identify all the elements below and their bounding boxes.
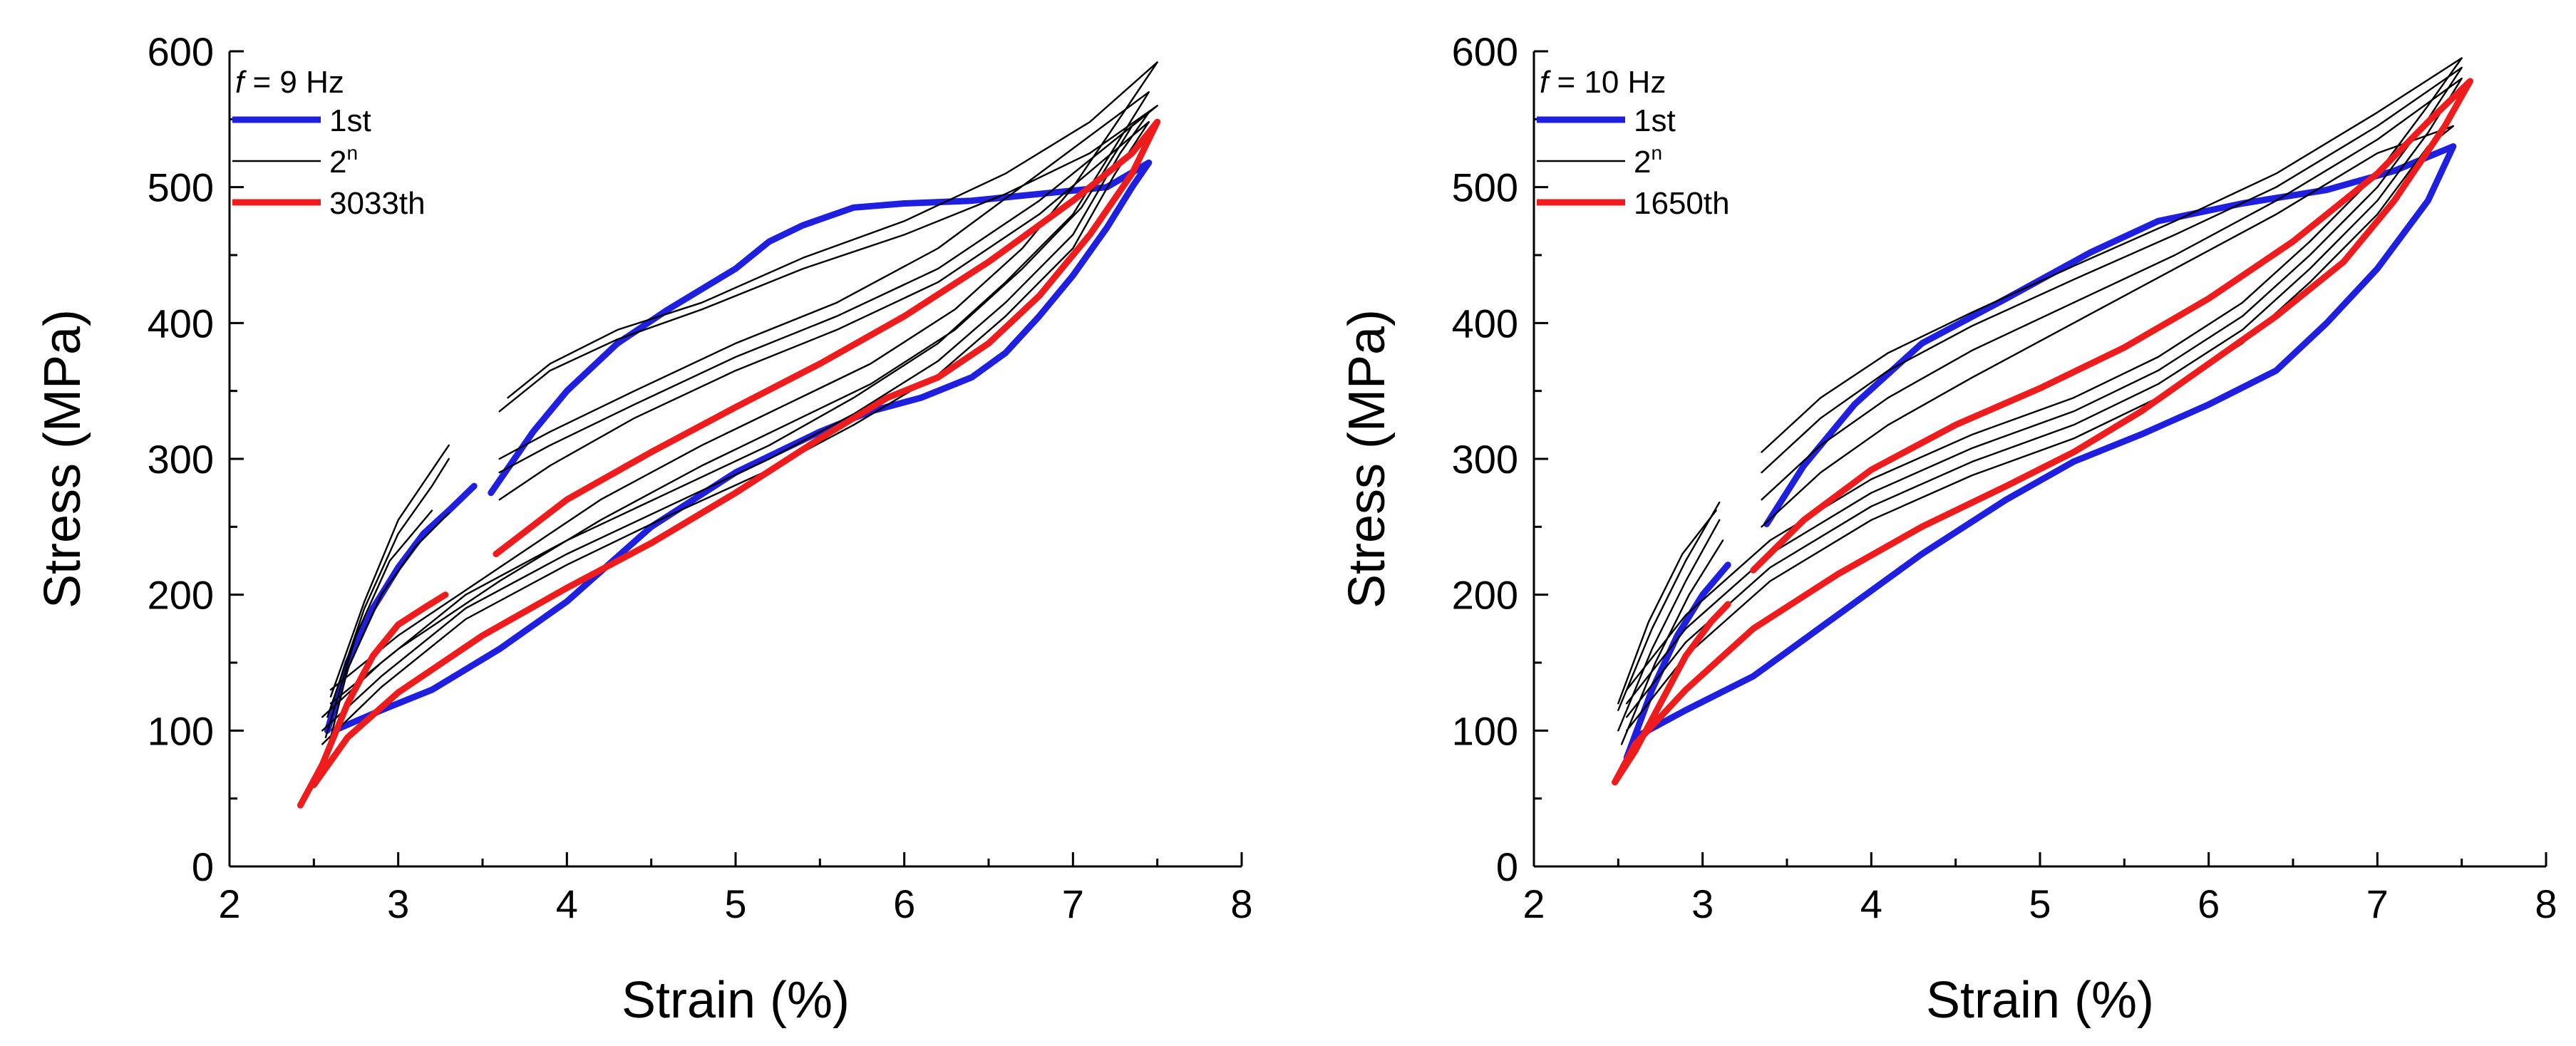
annotation-rest: = 9 Hz (244, 65, 344, 100)
frequency-annotation: f = 10 Hz (1540, 65, 1666, 100)
x-tick-label: 3 (1691, 881, 1714, 926)
legend-label: 1650th (1634, 186, 1730, 221)
y-tick-label: 100 (148, 708, 214, 753)
y-tick-label: 300 (148, 437, 214, 482)
series-line-2n-1 (1617, 501, 1721, 711)
series-line-1st-1 (1632, 143, 2457, 741)
y-tick-label: 600 (1452, 29, 1518, 74)
legend-label: 3033th (329, 186, 426, 221)
legend-label-sup: n (346, 142, 358, 164)
x-tick-label: 2 (1523, 881, 1545, 926)
y-tick-label: 0 (1496, 844, 1518, 889)
series-line-2n-7 (1625, 125, 2455, 732)
legend-label: 1st (329, 103, 371, 138)
x-tick-label: 6 (2198, 881, 2220, 926)
y-tick-label: 300 (1452, 437, 1518, 482)
y-tick-label: 500 (148, 165, 214, 210)
series-line-2n-0 (1617, 519, 1721, 732)
y-axis-title: Stress (MPa) (1339, 309, 1396, 609)
x-tick-label: 5 (2029, 881, 2051, 926)
series-2n (321, 61, 1158, 772)
legend-label-text: 1st (329, 103, 371, 138)
series-1st (1623, 143, 2457, 761)
legend-label-text: 1650th (1634, 186, 1730, 221)
y-axis-title: Stress (MPa) (34, 309, 91, 609)
series-line-2n-5 (329, 105, 1158, 705)
y-tick-label: 600 (148, 29, 214, 74)
x-tick-label: 3 (387, 881, 409, 926)
y-tick-label: 200 (148, 573, 214, 618)
series-3033th (297, 118, 1161, 809)
annotation-rest: = 10 Hz (1548, 65, 1666, 100)
series-line-2n-7 (321, 111, 1150, 732)
legend-label-text: 3033th (329, 186, 426, 221)
legend-label-sup: n (1651, 142, 1662, 164)
x-tick-label: 7 (2366, 881, 2389, 926)
series-line-2n-5 (1625, 66, 2463, 705)
series-line-1st-0 (1623, 561, 1731, 761)
chart-panel-right: 2 3 4 5 6 7 8 0 100 200 300 400 500 600 Strain (%) Stre… (1339, 29, 2557, 1029)
legend: 1st 2n 1650th (1537, 103, 1730, 221)
x-tick-label: 7 (1062, 881, 1084, 926)
series-1650th (1612, 78, 2473, 786)
series-2n (1617, 57, 2463, 745)
y-tick-label: 400 (148, 301, 214, 346)
series-line-2n-8 (321, 120, 1150, 745)
y-tick-label: 0 (192, 844, 214, 889)
legend-label: 2n (329, 142, 358, 180)
series-line-2n-6 (321, 90, 1150, 718)
chart-panel-left: 2 3 4 5 6 7 8 0 100 200 300 400 500 600 Strain (%) Stre… (34, 29, 1253, 1029)
series-line-2n-4 (1625, 57, 2463, 691)
legend-label-text: 1st (1634, 103, 1676, 138)
series-line-3033th-0 (297, 591, 449, 809)
x-tick-label: 8 (1230, 881, 1252, 926)
series-line-3033th-1 (310, 118, 1161, 789)
series-line-2n-0 (321, 512, 450, 772)
series-line-1st-1 (331, 159, 1153, 734)
legend-label-text: 2 (1634, 145, 1651, 180)
y-tick-label: 100 (1452, 708, 1518, 753)
series-line-1650th-1 (1612, 78, 2473, 786)
series-1st (324, 159, 1153, 734)
legend: 1st 2n 3033th (232, 103, 426, 221)
series-line-2n-4 (329, 61, 1158, 691)
series-line-2n-2 (329, 444, 450, 698)
legend-label: 2n (1634, 142, 1662, 180)
series-line-2n-1 (326, 457, 450, 718)
legend-label: 1st (1634, 103, 1676, 138)
legend-label-text: 2 (329, 145, 346, 180)
x-tick-label: 2 (218, 881, 240, 926)
series-line-2n-3 (1617, 509, 1717, 705)
x-tick-label: 8 (2535, 881, 2557, 926)
y-tick-label: 200 (1452, 573, 1518, 618)
x-axis-title: Strain (%) (1926, 972, 2154, 1029)
x-tick-label: 4 (1860, 881, 1882, 926)
series-line-2n-6 (1625, 77, 2463, 718)
series-line-2n-3 (324, 509, 433, 739)
y-tick-label: 400 (1452, 301, 1518, 346)
frequency-annotation: f = 9 Hz (235, 65, 344, 100)
x-tick-label: 4 (556, 881, 578, 926)
y-tick-label: 500 (1452, 165, 1518, 210)
x-axis-title: Strain (%) (622, 972, 850, 1029)
x-tick-label: 6 (893, 881, 915, 926)
x-tick-label: 5 (724, 881, 746, 926)
